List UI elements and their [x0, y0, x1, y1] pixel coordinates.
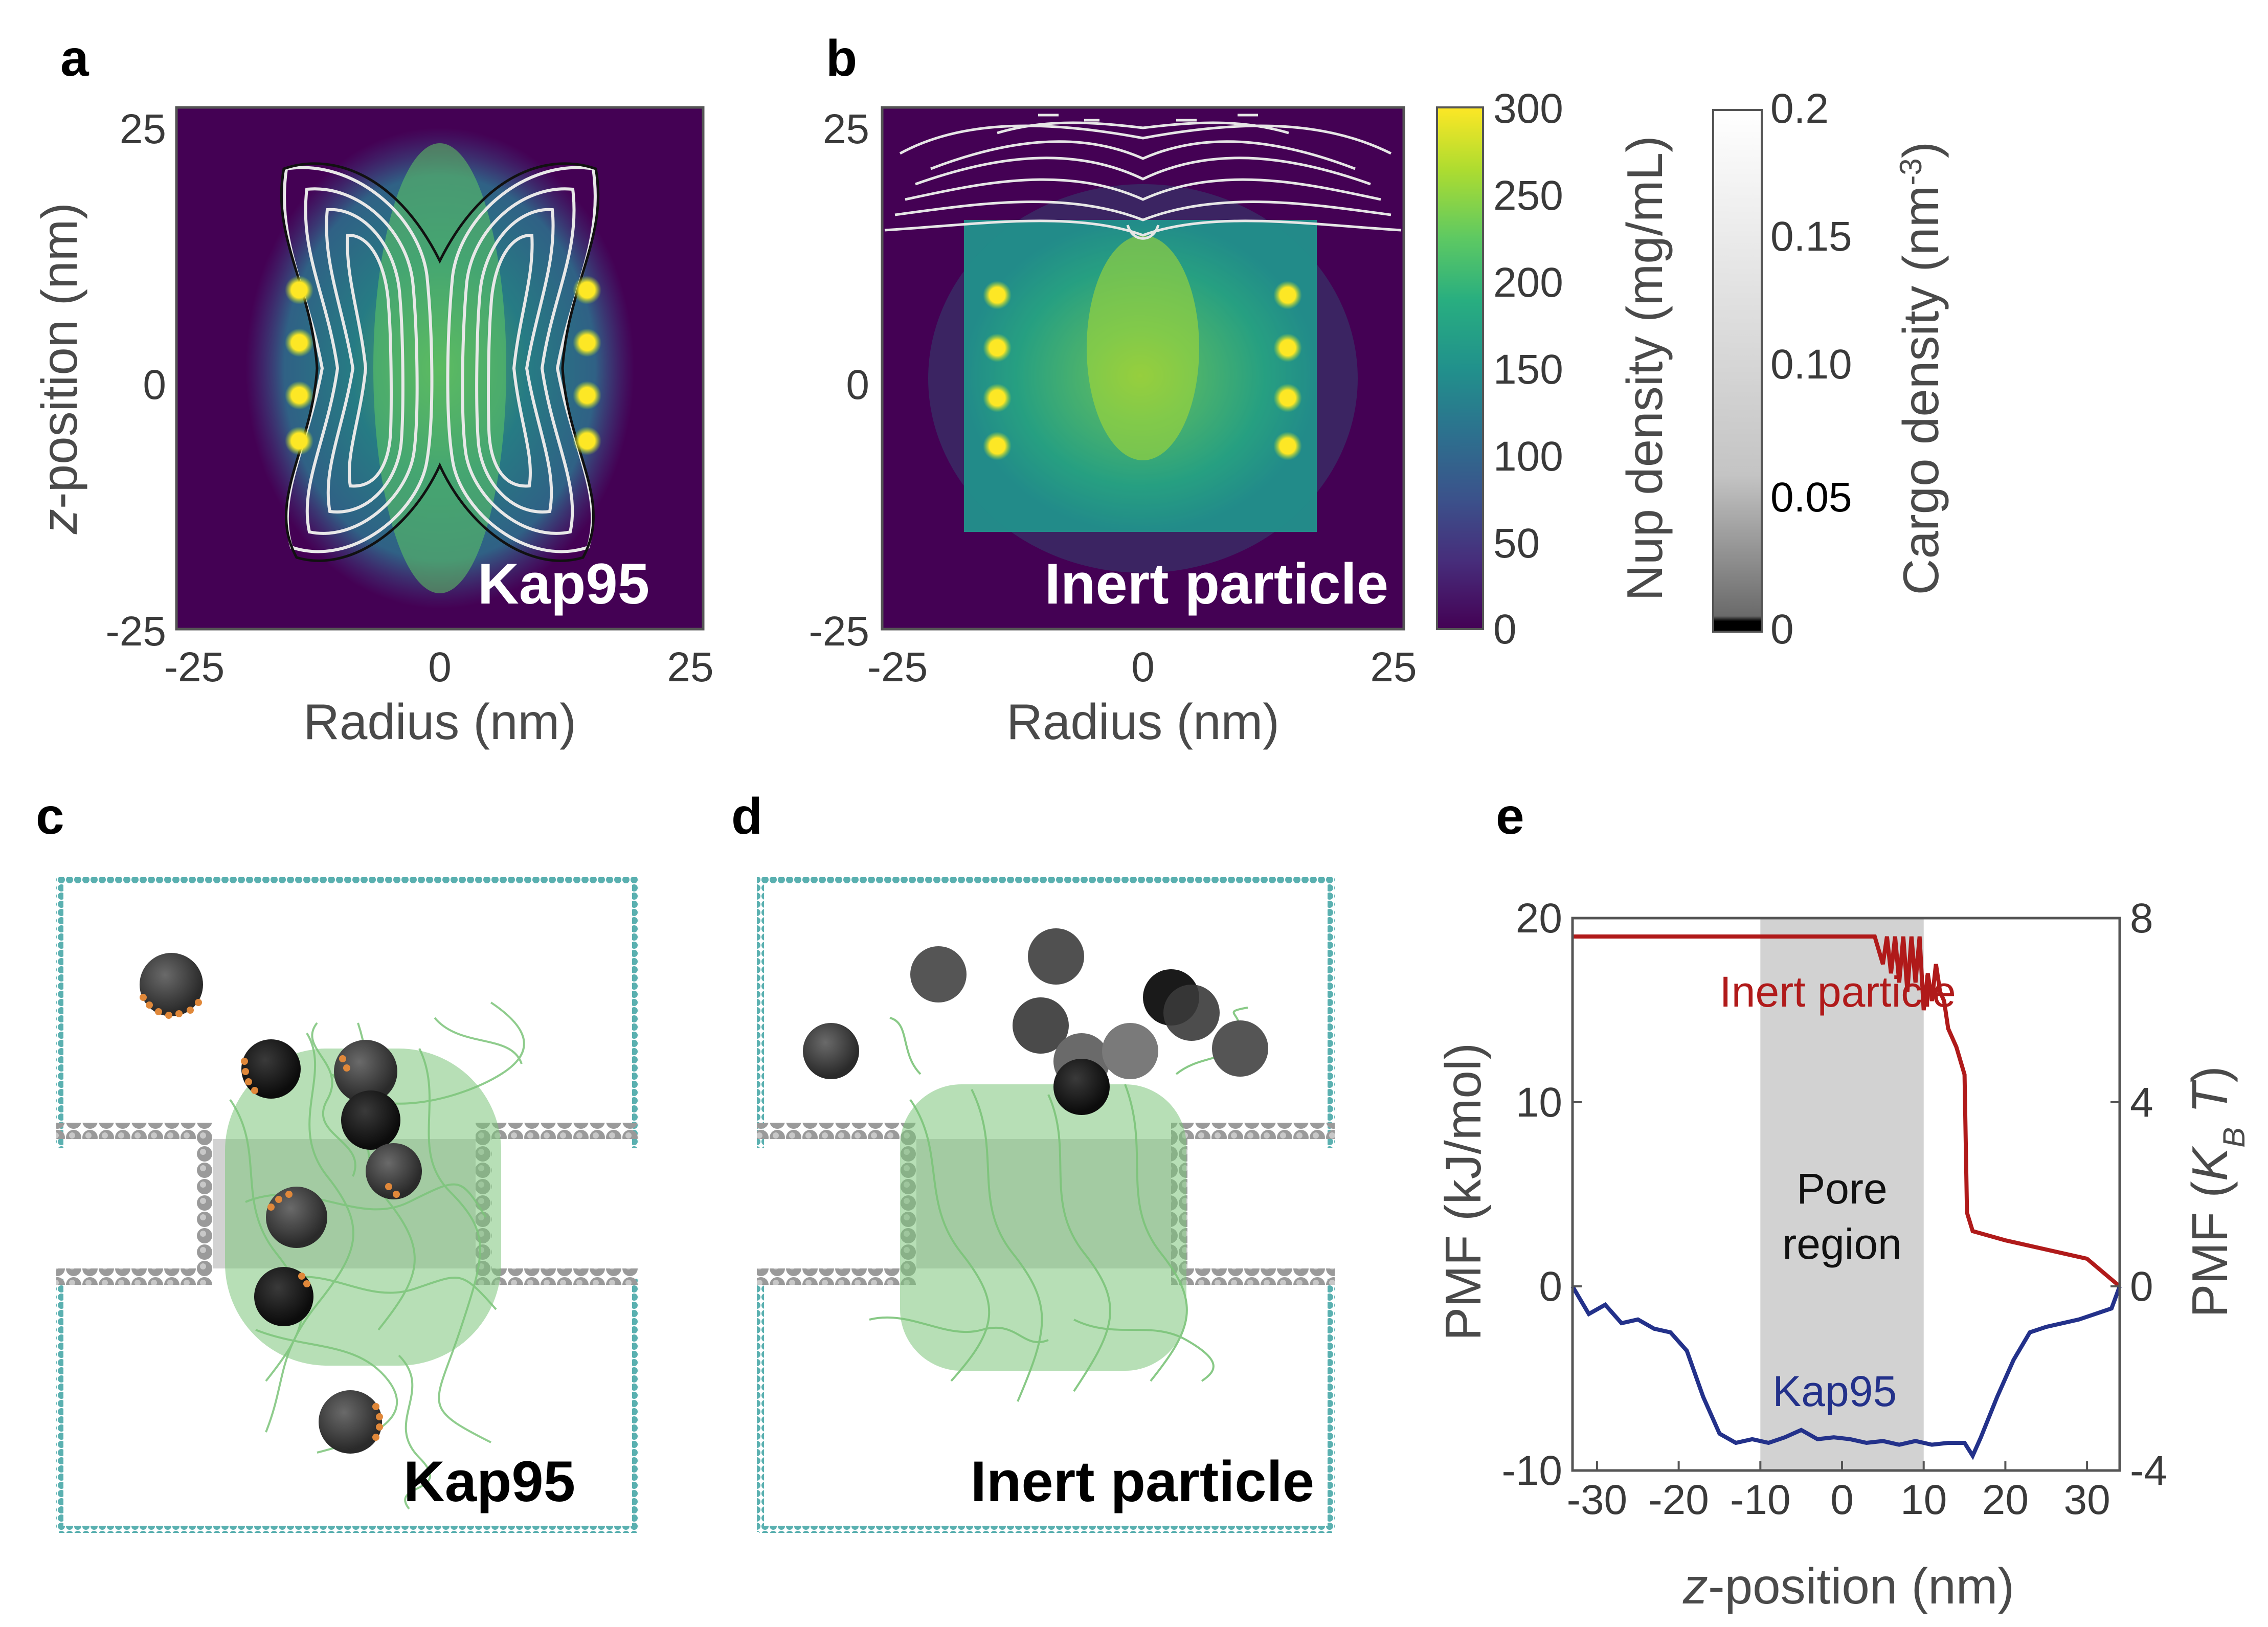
pore-region-label-line1: Pore [1797, 1165, 1887, 1213]
series-label-kap95: Kap95 [1772, 1367, 1897, 1415]
simulation-box-c [56, 877, 639, 1533]
cb-cargo-tick-0: 0 [1770, 606, 1794, 653]
series-label-inert-particle: Inert particle [1719, 968, 1956, 1016]
pmf-axes-frame [1571, 917, 2121, 1472]
heatmap-a [175, 106, 705, 631]
cb-cargo-tick-02: 0.2 [1770, 85, 1829, 132]
cb-cargo-tick-005: 0.05 [1770, 474, 1852, 521]
cb-nup-tick-150: 150 [1493, 346, 1563, 393]
pore-region-shade [1760, 918, 1924, 1470]
cb-nup-tick-300: 300 [1493, 85, 1563, 132]
cb-nup-tick-100: 100 [1493, 433, 1563, 480]
axis-ticks-a: 25 0 -25 -25 0 25 [105, 106, 713, 690]
panel-label-a: a [60, 30, 89, 87]
inset-label-d: Inert particle [971, 1450, 1314, 1513]
inset-label-a: Kap95 [478, 552, 649, 616]
ytick-a-bottom: -25 [105, 608, 166, 655]
ytick-a-mid: 0 [143, 362, 166, 408]
y-tick-label-right: -4 [2130, 1447, 2167, 1494]
x-tick-label: -10 [1730, 1477, 1791, 1523]
ytick-b-mid: 0 [846, 362, 869, 408]
x-tick-label: 10 [1900, 1477, 1947, 1523]
y-tick-label-right: 0 [2130, 1263, 2153, 1310]
y-tick-label-left: 0 [1539, 1263, 1562, 1310]
y-tick-label-left: 20 [1516, 895, 1562, 942]
panel-label-c: c [36, 788, 64, 845]
colorbar-cargo: 0.2 0.15 0.10 0.05 0 Cargo density (nm-3… [1712, 85, 1949, 653]
cb-cargo-tick-010: 0.10 [1770, 341, 1852, 388]
ytick-b-top: 25 [823, 106, 869, 152]
x-tick-label: -30 [1567, 1477, 1628, 1523]
series-line-inert-particle [1573, 934, 2121, 1288]
cb-nup-tick-250: 250 [1493, 172, 1563, 219]
simulation-box-d [757, 877, 1335, 1533]
inset-label-b: Inert particle [1045, 552, 1388, 616]
heatmap-b [881, 106, 1405, 631]
pore-region-label-line2: region [1782, 1220, 1902, 1268]
xlabel-b: Radius (nm) [1006, 694, 1279, 750]
y-tick-label-left: -10 [1501, 1447, 1562, 1494]
cb-cargo-tick-015: 0.15 [1770, 213, 1852, 260]
pmf-chart: Pore region Inert particle Kap95 -30 -20-… [1435, 895, 2251, 1614]
y-tick-label-left: 10 [1516, 1079, 1562, 1126]
xtick-b-mid: 0 [1131, 644, 1155, 690]
axis-ticks-b: 25 0 -25 -25 0 25 [809, 106, 1417, 690]
panel-label-e: e [1496, 788, 1524, 845]
cb-nup-tick-200: 200 [1493, 259, 1563, 306]
xtick-b-left: -25 [867, 644, 928, 690]
cb-nup-tick-0: 0 [1493, 606, 1517, 653]
pmf-ylabel-left: PMF (kJ/mol) [1435, 1043, 1491, 1341]
xlabel-a: Radius (nm) [303, 694, 576, 750]
xtick-a-left: -25 [164, 644, 225, 690]
xtick-a-mid: 0 [428, 644, 452, 690]
colorbar-nup: 300 250 200 150 100 50 0 Nup density (mg… [1436, 85, 1673, 653]
ytick-a-top: 25 [120, 106, 166, 152]
panel-label-d: d [731, 788, 762, 845]
ytick-b-bottom: -25 [809, 608, 869, 655]
y-tick-label-right: 4 [2130, 1079, 2153, 1126]
x-tick-label: 0 [1830, 1477, 1854, 1523]
x-tick-label: 30 [2064, 1477, 2110, 1523]
cb-nup-label: Nup density (mg/mL) [1616, 136, 1673, 601]
x-tick-label: -20 [1648, 1477, 1709, 1523]
panel-label-b: b [826, 30, 857, 87]
y-tick-label-right: 8 [2130, 895, 2153, 942]
xtick-b-right: 25 [1370, 644, 1417, 690]
cb-cargo-label: Cargo density (nm-3) [1893, 142, 1949, 595]
pmf-xlabel: z-position (nm) [1682, 1558, 2014, 1614]
x-tick-label: 20 [1982, 1477, 2029, 1523]
cb-nup-tick-50: 50 [1493, 520, 1540, 567]
pmf-ylabel-right: PMF (KB T) [2182, 1066, 2251, 1318]
inset-label-c: Kap95 [403, 1450, 575, 1513]
ylabel-a: z-position (nm) [31, 203, 87, 534]
xtick-a-right: 25 [667, 644, 713, 690]
series-line-kap95 [1570, 1285, 2122, 1460]
